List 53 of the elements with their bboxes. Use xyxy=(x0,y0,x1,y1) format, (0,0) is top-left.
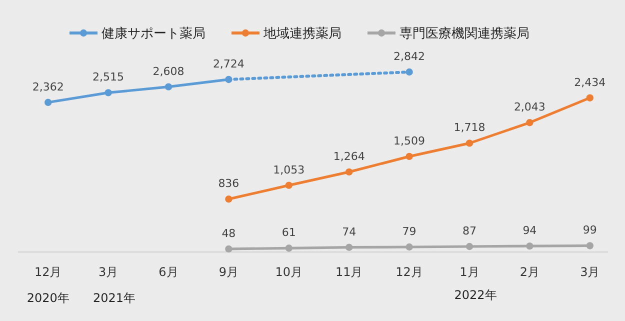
data-label: 74 xyxy=(342,225,356,238)
point xyxy=(285,244,292,252)
point xyxy=(346,244,353,251)
point xyxy=(285,182,292,189)
point xyxy=(225,245,232,253)
x-tick-label: 3月 xyxy=(580,265,600,279)
data-label: 1,053 xyxy=(273,163,305,176)
data-label: 87 xyxy=(462,224,476,238)
data-label: 2,515 xyxy=(92,70,124,84)
data-label: 94 xyxy=(522,224,537,238)
text: 2021年 xyxy=(93,291,136,305)
point xyxy=(466,242,474,250)
data-label: 1,264 xyxy=(333,150,365,163)
point xyxy=(346,168,353,176)
x-tick-label: 11月 xyxy=(335,265,363,279)
point xyxy=(526,242,534,250)
point xyxy=(225,195,232,203)
x-tick-label: 6月 xyxy=(158,265,178,279)
point xyxy=(44,98,52,106)
point xyxy=(586,242,594,250)
point xyxy=(406,243,413,251)
data-label: 99 xyxy=(582,224,597,237)
x-tick-label: 12月 xyxy=(396,265,423,279)
data-label: 2,842 xyxy=(394,50,426,63)
data-label: 2,724 xyxy=(212,57,244,70)
point xyxy=(406,152,413,160)
data-label: 2,043 xyxy=(514,100,546,114)
data-label: 48 xyxy=(222,226,236,240)
legend-label: 地域連携薬局 xyxy=(262,26,342,42)
point xyxy=(586,94,594,102)
legend-label: 健康サポート薬局 xyxy=(102,26,206,42)
x-tick-label: 10月 xyxy=(275,265,303,279)
data-label: 1,509 xyxy=(394,134,426,148)
data-label: 2,362 xyxy=(32,80,64,94)
data-label: 2,608 xyxy=(152,64,184,78)
point xyxy=(104,89,112,96)
x-tick-label: 3月 xyxy=(98,265,118,279)
point xyxy=(526,119,534,126)
text: 2020年 xyxy=(26,291,70,305)
x-tick-label: 2月 xyxy=(520,265,540,279)
data-label: 2,434 xyxy=(574,76,606,89)
legend-label: 専門医療機関連携薬局 xyxy=(400,26,530,42)
data-label: 836 xyxy=(218,177,240,190)
x-tick-label: 12月 xyxy=(34,265,62,279)
data-label: 61 xyxy=(282,226,296,240)
point xyxy=(406,68,413,76)
point xyxy=(164,83,172,90)
point xyxy=(466,140,474,147)
data-label: 79 xyxy=(402,224,416,238)
data-label: 1,718 xyxy=(454,121,486,134)
x-tick-label: 9月 xyxy=(218,265,239,279)
x-tick-label: 1月 xyxy=(460,265,480,279)
text: 2022年 xyxy=(454,288,497,302)
